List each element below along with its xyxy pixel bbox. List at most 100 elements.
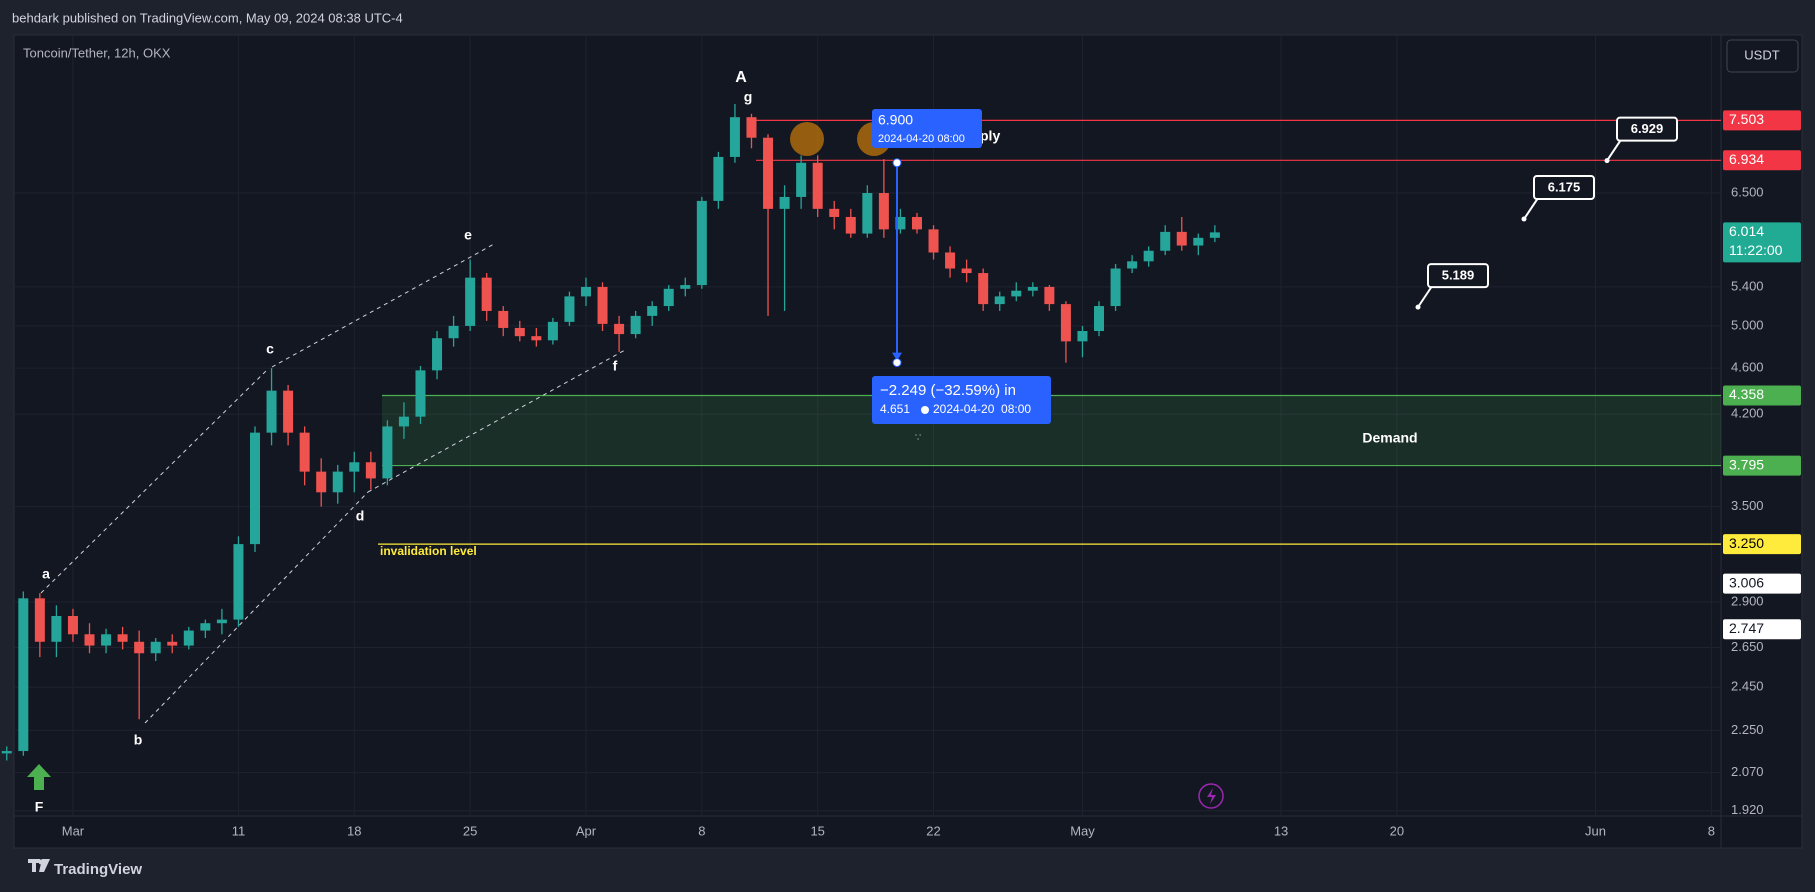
candle-body: [796, 162, 807, 197]
price-marker-text: 2.747: [1729, 620, 1764, 636]
price-marker: [1723, 573, 1801, 594]
level-price-label: [1723, 455, 1801, 476]
currency[interactable]: USDT: [1744, 47, 1779, 62]
candle-body: [531, 336, 542, 341]
zone-label: Demand: [1362, 430, 1417, 446]
brand-logo: [28, 859, 50, 872]
candle-body: [1, 751, 12, 754]
candle-body: [1127, 261, 1138, 269]
symbol-title: Toncoin/Tether, 12h, OKX: [23, 45, 171, 60]
measure-start-time: 2024-04-20 08:00: [878, 133, 965, 145]
wave-label: A: [735, 69, 747, 86]
callout-pointer: [1523, 197, 1539, 220]
candle-body: [729, 117, 740, 157]
candle-body: [1077, 331, 1088, 342]
candle-body: [514, 327, 525, 337]
candle-body: [101, 634, 112, 646]
header-title: behdark published on TradingView.com, Ma…: [12, 10, 403, 25]
candle-body: [84, 634, 95, 646]
candle-body: [614, 323, 625, 335]
candle-body: [266, 390, 277, 433]
last-price-label: [1723, 222, 1801, 263]
candle-body: [167, 641, 178, 646]
callout-box: [1427, 263, 1489, 289]
y-tick-label: 6.500: [1731, 184, 1764, 199]
level-price-text: 7.503: [1729, 111, 1764, 127]
grid: 6.500 5.400 5.000 4.600 4.200 3.500 2.900 2.650…: [14, 35, 1764, 838]
last-price-text: 6.014: [1729, 223, 1764, 239]
level-price-label: [1723, 534, 1801, 555]
candle-body: [117, 634, 128, 642]
measure-end: [892, 358, 902, 368]
callout-pointer: [1606, 139, 1622, 162]
candle-body: [498, 310, 509, 328]
signal-arrow: [27, 764, 51, 790]
x-tick-label: 25: [463, 823, 477, 838]
channel-line: [144, 491, 369, 724]
callout-point: [1521, 216, 1527, 222]
candle-body: [812, 162, 823, 209]
candle-body: [845, 216, 856, 234]
callout-label: 6.929: [1631, 121, 1664, 136]
price-marker: [1723, 619, 1801, 640]
candle-body: [365, 462, 376, 479]
y-tick-label: 5.400: [1731, 278, 1764, 293]
x-tick-label: 22: [926, 823, 940, 838]
level-price-text: 4.358: [1729, 386, 1764, 402]
level-price-text: 6.934: [1729, 151, 1764, 167]
x-tick-label: 11: [232, 823, 246, 838]
candle-body: [696, 200, 707, 286]
y-tick-label: 4.200: [1731, 406, 1764, 421]
countdown: 11:22:00: [1729, 242, 1783, 258]
candle-body: [299, 432, 310, 472]
candle-body: [465, 277, 476, 326]
brand-logo-dot: [38, 859, 44, 865]
callout-label: 5.189: [1442, 268, 1475, 283]
candle-body: [647, 306, 658, 316]
candle-body: [34, 598, 45, 642]
level-price-text: 3.795: [1729, 456, 1764, 472]
wave-label: b: [134, 732, 143, 748]
wave-label: g: [744, 89, 753, 105]
candle-body: [895, 216, 906, 230]
candle-body: [216, 619, 227, 624]
x-tick-label: May: [1070, 823, 1095, 838]
candle-body: [746, 117, 757, 138]
brand[interactable]: TradingView: [54, 861, 142, 878]
candle-body: [763, 137, 774, 209]
candle-body: [1160, 231, 1171, 251]
callout-point: [1604, 158, 1610, 164]
wave-label: f: [613, 358, 618, 374]
candle-body: [415, 370, 426, 417]
measure-start-price: 6.900: [878, 112, 913, 128]
candle-body: [283, 390, 294, 433]
y-tick-label: 2.450: [1731, 679, 1764, 694]
candle-body: [713, 156, 724, 201]
candle-body: [332, 471, 343, 493]
candle-body: [862, 193, 873, 234]
level-price-label: [1723, 385, 1801, 406]
candle-body: [1110, 268, 1121, 307]
lightning-bolt: [1207, 788, 1216, 804]
candle-body: [183, 630, 194, 646]
level-price-label: [1723, 150, 1801, 171]
y-tick-label: 1.920: [1731, 802, 1764, 817]
candle-body: [911, 216, 922, 230]
callout-pointer: [1417, 285, 1433, 308]
y-tick-label: 2.650: [1731, 639, 1764, 654]
currency-button[interactable]: [1726, 39, 1799, 73]
chart-panel: [13, 34, 1803, 849]
x-tick-label: 13: [1274, 823, 1288, 838]
measure-change: −2.249 (−32.59%) in: [880, 382, 1016, 399]
candle-body: [779, 196, 790, 209]
x-tick-label: Jun: [1585, 823, 1606, 838]
callout-point: [1415, 304, 1421, 310]
candle-body: [250, 432, 261, 545]
y-tick-label: 2.900: [1731, 593, 1764, 608]
candle-body: [233, 544, 244, 620]
candle-body: [630, 315, 641, 335]
lightning-icon[interactable]: [1198, 783, 1224, 809]
candle-body: [1011, 290, 1022, 297]
